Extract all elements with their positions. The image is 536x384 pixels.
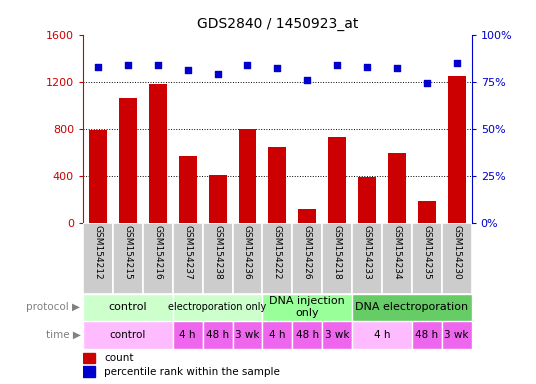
Text: GSM154238: GSM154238 xyxy=(213,225,222,280)
Text: 3 wk: 3 wk xyxy=(444,330,469,340)
Text: electroporation only: electroporation only xyxy=(168,302,267,312)
Point xyxy=(422,80,431,86)
Text: GSM154215: GSM154215 xyxy=(123,225,132,280)
Bar xyxy=(269,147,286,223)
Text: control: control xyxy=(110,330,146,340)
Bar xyxy=(388,153,406,223)
Bar xyxy=(292,321,322,349)
Bar xyxy=(209,174,227,223)
Bar xyxy=(442,223,472,294)
Text: GSM154236: GSM154236 xyxy=(243,225,252,280)
Text: GSM154218: GSM154218 xyxy=(333,225,341,280)
Bar xyxy=(299,209,316,223)
Bar xyxy=(143,223,173,294)
Bar xyxy=(83,294,173,321)
Bar xyxy=(89,130,107,223)
Bar xyxy=(233,321,263,349)
Text: GSM154233: GSM154233 xyxy=(362,225,371,280)
Bar xyxy=(149,84,167,223)
Bar xyxy=(203,223,233,294)
Text: 48 h: 48 h xyxy=(296,330,319,340)
Bar xyxy=(178,156,197,223)
Point xyxy=(393,65,401,71)
Bar xyxy=(233,223,263,294)
Bar xyxy=(358,177,376,223)
Bar xyxy=(119,98,137,223)
Text: 4 h: 4 h xyxy=(269,330,286,340)
Bar xyxy=(263,223,292,294)
Bar xyxy=(173,294,263,321)
Point xyxy=(273,65,282,71)
Bar xyxy=(173,321,203,349)
Bar xyxy=(352,294,472,321)
Text: 4 h: 4 h xyxy=(374,330,390,340)
Point xyxy=(94,63,102,70)
Bar xyxy=(83,353,95,363)
Bar xyxy=(173,223,203,294)
Text: GSM154216: GSM154216 xyxy=(153,225,162,280)
Point xyxy=(153,61,162,68)
Bar xyxy=(442,321,472,349)
Text: protocol ▶: protocol ▶ xyxy=(26,302,80,312)
Point xyxy=(452,60,461,66)
Text: 4 h: 4 h xyxy=(180,330,196,340)
Point xyxy=(124,61,132,68)
Bar xyxy=(352,223,382,294)
Text: control: control xyxy=(109,302,147,312)
Bar xyxy=(352,321,412,349)
Bar xyxy=(412,223,442,294)
Text: GSM154237: GSM154237 xyxy=(183,225,192,280)
Bar xyxy=(322,223,352,294)
Point xyxy=(363,63,371,70)
Bar xyxy=(263,294,352,321)
Point xyxy=(333,61,341,68)
Text: GSM154230: GSM154230 xyxy=(452,225,461,280)
Bar xyxy=(322,321,352,349)
Text: 48 h: 48 h xyxy=(415,330,438,340)
Text: percentile rank within the sample: percentile rank within the sample xyxy=(105,367,280,377)
Point xyxy=(213,71,222,77)
Bar xyxy=(83,321,173,349)
Text: GSM154235: GSM154235 xyxy=(422,225,431,280)
Text: GSM154222: GSM154222 xyxy=(273,225,282,279)
Bar xyxy=(418,201,436,223)
Bar xyxy=(448,76,466,223)
Text: GSM154226: GSM154226 xyxy=(303,225,312,280)
Text: DNA electroporation: DNA electroporation xyxy=(355,302,468,312)
Title: GDS2840 / 1450923_at: GDS2840 / 1450923_at xyxy=(197,17,358,31)
Bar xyxy=(113,223,143,294)
Point xyxy=(303,77,311,83)
Bar xyxy=(412,321,442,349)
Point xyxy=(243,61,252,68)
Text: 3 wk: 3 wk xyxy=(325,330,349,340)
Bar xyxy=(328,137,346,223)
Text: 3 wk: 3 wk xyxy=(235,330,260,340)
Text: 48 h: 48 h xyxy=(206,330,229,340)
Bar xyxy=(203,321,233,349)
Bar xyxy=(382,223,412,294)
Text: count: count xyxy=(105,353,134,363)
Bar xyxy=(83,223,113,294)
Bar xyxy=(263,321,292,349)
Bar xyxy=(83,366,95,377)
Bar xyxy=(239,129,256,223)
Text: GSM154234: GSM154234 xyxy=(392,225,401,280)
Text: GSM154212: GSM154212 xyxy=(93,225,102,280)
Text: time ▶: time ▶ xyxy=(46,330,80,340)
Text: DNA injection
only: DNA injection only xyxy=(270,296,345,318)
Point xyxy=(183,67,192,73)
Bar xyxy=(292,223,322,294)
